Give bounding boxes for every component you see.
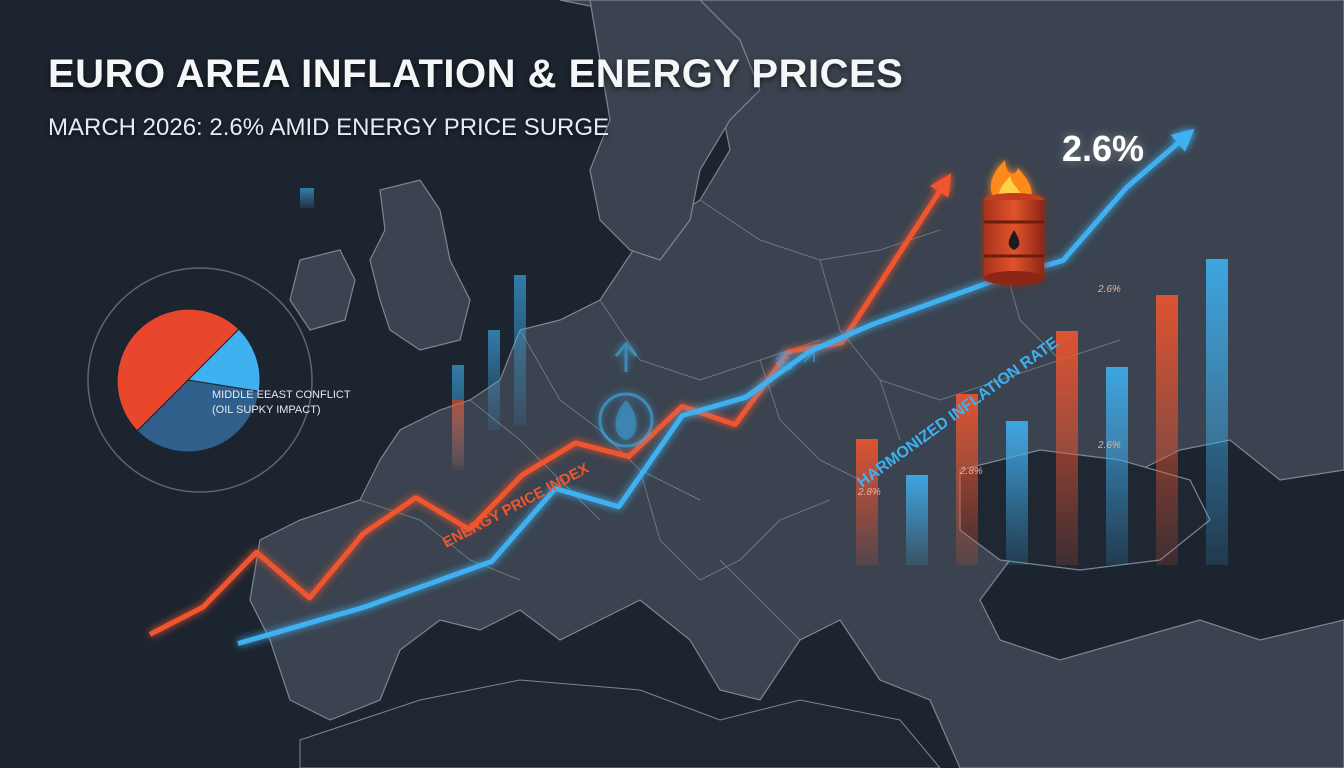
pie-outer-ring <box>87 267 313 493</box>
bg-bar <box>452 400 464 470</box>
page-title: EURO AREA INFLATION & ENERGY PRICES <box>48 52 904 96</box>
bar <box>1006 421 1028 565</box>
inflation-callout: 2.6% <box>1062 128 1145 169</box>
pie-slice <box>136 379 260 453</box>
bg-bar <box>488 330 500 430</box>
bar <box>906 475 928 565</box>
svg-text:€: € <box>775 347 794 377</box>
pie-annotation-line-1: MIDDLE EEAST CONFLICT <box>212 389 351 401</box>
bar <box>1106 367 1128 565</box>
arrowhead <box>930 173 952 198</box>
pie-slice <box>186 328 261 392</box>
bar <box>1206 259 1228 565</box>
bg-bar <box>300 188 314 208</box>
map-ireland <box>289 249 356 331</box>
map-britain <box>369 179 471 351</box>
pie-slice <box>116 308 240 432</box>
bar <box>956 394 978 565</box>
arrowhead <box>1170 128 1195 152</box>
pie-chart <box>87 267 313 493</box>
bg-bar <box>514 275 526 425</box>
bar <box>1156 295 1178 565</box>
map-scandinavia <box>589 0 761 261</box>
oil-barrel-icon <box>984 160 1044 285</box>
pie-annotation: MIDDLE EEAST CONFLICT (OIL SUPKY IMPACT) <box>212 388 351 418</box>
bar-data-label: 2.6% <box>1097 440 1121 451</box>
bar-chart: 2.8% 2.6% 2.6% 2.8% <box>856 259 1228 565</box>
gas-flame-icon <box>598 341 654 448</box>
bar-data-label: 2.8% <box>959 466 983 477</box>
bar-data-label: 2.8% <box>857 487 881 498</box>
page-subtitle: MARCH 2026: 2.6% AMID ENERGY PRICE SURGE <box>48 114 610 141</box>
bar-data-label: 2.6% <box>1097 284 1121 295</box>
map-mediterranean <box>299 679 941 768</box>
bar <box>856 439 878 565</box>
pie-annotation-line-2: (OIL SUPKY IMPACT) <box>212 404 321 416</box>
country-borders <box>359 199 1121 641</box>
background-bars <box>300 188 526 470</box>
bar <box>1056 331 1078 565</box>
euro-icon: € <box>775 347 815 377</box>
